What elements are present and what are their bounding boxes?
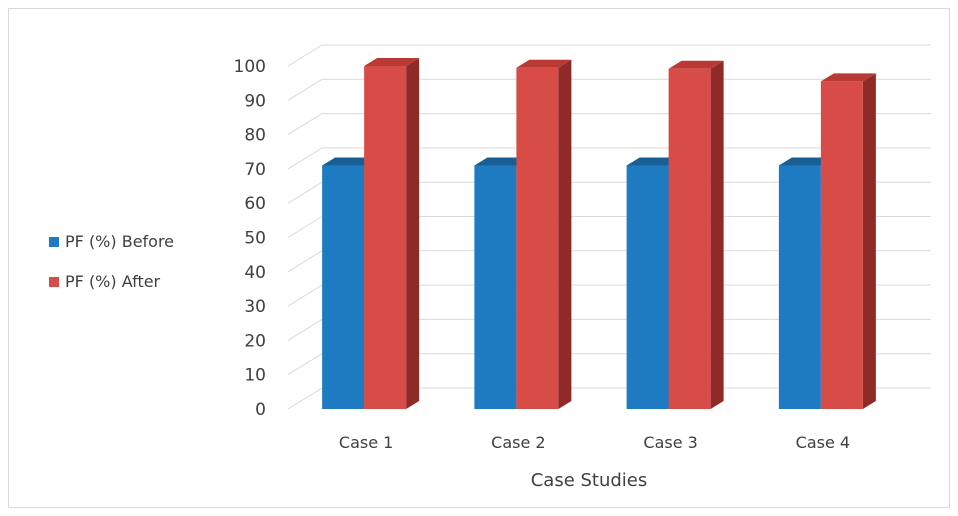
bar-top xyxy=(322,157,378,166)
bar-after xyxy=(516,67,559,409)
grid-line-diag xyxy=(287,284,323,307)
grid-line-diag xyxy=(287,113,323,136)
x-category-label: Case 3 xyxy=(643,433,697,452)
bar-side xyxy=(558,59,572,410)
bar-top xyxy=(474,157,530,166)
y-tick-label: 80 xyxy=(244,126,266,146)
bar-side xyxy=(710,60,724,410)
grid-line-diag xyxy=(287,181,323,204)
bar-side xyxy=(862,73,876,409)
y-tick-label: 40 xyxy=(244,263,266,283)
legend-label: PF (%) After xyxy=(65,272,161,291)
x-category-labels: Case 1 Case 2 Case 3 Case 4 xyxy=(339,433,850,452)
y-tick-label: 20 xyxy=(244,331,266,351)
x-axis-title: Case Studies xyxy=(531,470,648,491)
x-category-label: Case 4 xyxy=(796,433,850,452)
grid-line-diag xyxy=(287,216,323,238)
grid-line-diag xyxy=(287,387,323,410)
legend-label: PF (%) Before xyxy=(65,232,174,251)
legend: PF (%) Before PF (%) After xyxy=(49,232,174,291)
bar-top xyxy=(364,58,420,66)
bar-top xyxy=(820,73,876,82)
grid-line-diag xyxy=(287,44,323,67)
y-tick-label: 60 xyxy=(244,194,266,214)
y-tick-label: 30 xyxy=(244,297,266,317)
grid-line-diag xyxy=(287,318,323,341)
y-tick-label: 50 xyxy=(244,229,266,249)
x-category-label: Case 1 xyxy=(339,433,393,452)
y-tick-label: 10 xyxy=(244,366,266,386)
bar-after xyxy=(820,81,863,409)
bar-before xyxy=(778,165,821,409)
y-tick-label: 70 xyxy=(244,160,266,180)
bar-before xyxy=(626,165,669,409)
y-tick-label: 100 xyxy=(234,57,266,77)
x-category-label: Case 2 xyxy=(491,433,545,452)
bar-top xyxy=(516,59,572,68)
grid-line-diag xyxy=(287,78,323,101)
grid-line-diag xyxy=(287,353,323,376)
bar-after xyxy=(364,66,407,409)
legend-swatch xyxy=(49,237,59,247)
y-tick-label: 90 xyxy=(244,91,266,111)
bar-side xyxy=(406,58,420,409)
bar-top xyxy=(778,157,834,166)
grid-line-diag xyxy=(287,147,323,170)
grid-line-diag xyxy=(287,250,323,273)
bar-after xyxy=(668,68,711,409)
y-tick-label: 0 xyxy=(255,400,266,420)
y-tick-labels: 0 10 20 30 40 50 60 70 80 90 100 xyxy=(234,57,266,420)
bar-before xyxy=(322,165,365,409)
bar-top xyxy=(668,60,724,69)
bars xyxy=(322,58,876,410)
bar-before xyxy=(474,165,517,409)
legend-swatch xyxy=(49,277,59,287)
bar-top xyxy=(626,157,682,166)
